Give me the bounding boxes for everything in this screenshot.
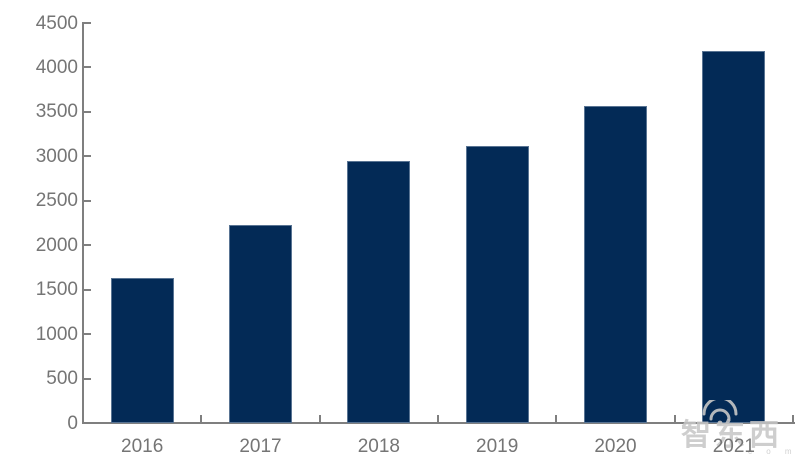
y-tick-label: 0 [67,412,78,434]
bar-2016 [110,278,174,423]
x-tick-mark [318,415,321,423]
y-tick-label: 2500 [35,190,78,212]
x-tick-mark [200,415,203,423]
x-axis-end-tick [792,415,794,423]
y-tick-mark [83,377,91,380]
y-tick-label: 3500 [35,101,78,123]
x-tick-label-2017: 2017 [239,436,282,457]
x-tick-mark [555,415,558,423]
x-axis-line [82,422,795,424]
bar-2018 [347,160,411,423]
x-tick-label-2018: 2018 [357,436,400,457]
bar-2019 [465,145,529,423]
y-tick-mark [83,333,91,336]
y-tick-mark [83,155,91,158]
x-tick-label-2016: 2016 [121,436,164,457]
y-tick-mark [83,244,91,247]
bar-2017 [229,224,292,423]
bar-2021 [702,51,766,423]
bar-2020 [584,105,647,423]
y-tick-mark [83,110,91,113]
x-tick-mark [437,415,439,423]
y-tick-label: 4500 [35,12,78,34]
y-tick-label: 4000 [35,56,78,78]
y-tick-label: 1000 [35,323,78,345]
y-tick-mark [83,22,91,24]
y-tick-label: 2000 [35,234,78,256]
x-tick-label-2019: 2019 [476,436,519,457]
y-tick-label: 3000 [35,145,78,167]
y-tick-mark [83,199,91,202]
x-tick-label-2020: 2020 [594,436,637,457]
y-axis-line [82,22,84,424]
y-tick-label: 500 [46,368,78,390]
y-tick-mark [83,66,91,69]
x-tick-mark [673,415,676,423]
x-tick-label-2021: 2021 [712,436,755,457]
y-tick-mark [83,288,91,291]
y-tick-label: 1500 [35,279,78,301]
